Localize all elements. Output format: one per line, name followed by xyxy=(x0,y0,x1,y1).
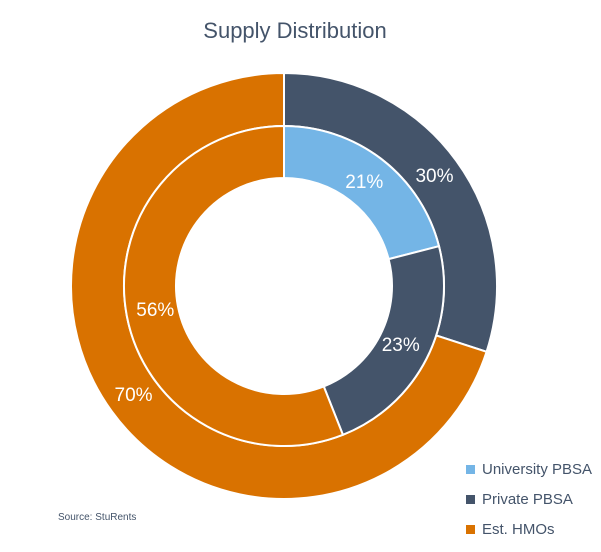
outer-data-label: 30% xyxy=(415,166,453,187)
legend-item-university-pbsa: University PBSA xyxy=(466,456,592,482)
legend-item-est-hmos: Est. HMOs xyxy=(466,516,592,542)
legend-swatch xyxy=(466,494,475,504)
source-note: Source: StuRents xyxy=(58,512,137,523)
inner-data-label: 21% xyxy=(345,172,383,193)
inner-data-label: 56% xyxy=(136,300,174,321)
legend-label: Est. HMOs xyxy=(482,520,555,538)
legend-label: University PBSA xyxy=(482,460,593,478)
legend-item-private-pbsa: Private PBSA xyxy=(466,486,592,512)
legend-swatch xyxy=(466,524,475,534)
inner-data-label: 23% xyxy=(382,335,420,356)
chart-title: Supply Distribution xyxy=(203,18,387,43)
legend: University PBSA Private PBSA Est. HMOs xyxy=(466,456,592,542)
legend-label: Private PBSA xyxy=(482,490,573,508)
inner-slice-est-hmos xyxy=(123,124,345,447)
outer-data-label: 70% xyxy=(115,385,153,406)
legend-swatch xyxy=(466,464,475,474)
